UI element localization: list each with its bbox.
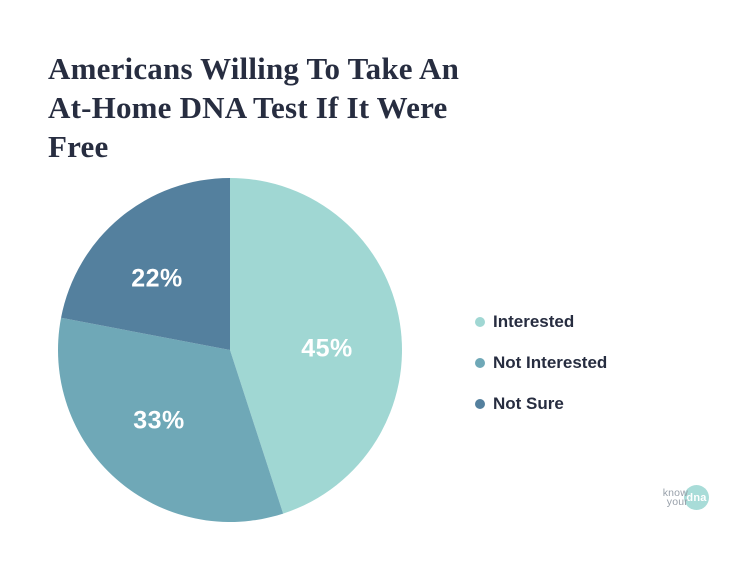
chart-title-line-2: At-Home DNA Test If It Were: [48, 90, 448, 125]
logo-word-your: your: [666, 495, 688, 508]
legend-dot-icon: [475, 358, 485, 368]
pie-slice-not-interested: [58, 317, 284, 522]
pie-chart-svg: [58, 178, 402, 522]
pie-slice-not-sure: [61, 178, 230, 350]
legend-item-not-interested: Not Interested: [475, 353, 607, 373]
legend-dot-interested: [475, 317, 485, 327]
legend-dot-not-sure: [475, 399, 485, 409]
pie-chart: 45% 33% 22%: [58, 178, 402, 522]
pie-slice-interested: [230, 178, 402, 514]
legend-item-not-sure: Not Sure: [475, 394, 607, 414]
legend-label-not-sure: Not Sure: [493, 394, 564, 413]
legend: Interested Not Interested Not Sure: [475, 312, 607, 414]
slice-label-not-interested: 33%: [133, 406, 185, 435]
chart-title: Americans Willing To Take An At-Home DNA…: [48, 49, 628, 166]
logo-wordmark: know your: [650, 487, 688, 508]
legend-label-interested: Interested: [493, 312, 575, 331]
legend-dot-icon: [475, 317, 485, 327]
legend-item-interested: Interested: [475, 312, 607, 332]
slice-label-not-sure: 22%: [131, 264, 183, 293]
legend-dot-icon: [475, 399, 485, 409]
legend-dot-not-interested: [475, 358, 485, 368]
logo-word-know: know: [662, 487, 688, 499]
legend-label-not-interested: Not Interested: [493, 353, 608, 372]
slice-label-interested: 45%: [301, 334, 353, 363]
logo-word-dna: dna: [686, 491, 707, 504]
logo-dna-badge: dna: [684, 485, 709, 510]
chart-title-line-3: Free: [48, 129, 109, 164]
chart-title-line-1: Americans Willing To Take An: [48, 51, 460, 86]
knowyourdna-logo: know your dna: [650, 485, 709, 510]
